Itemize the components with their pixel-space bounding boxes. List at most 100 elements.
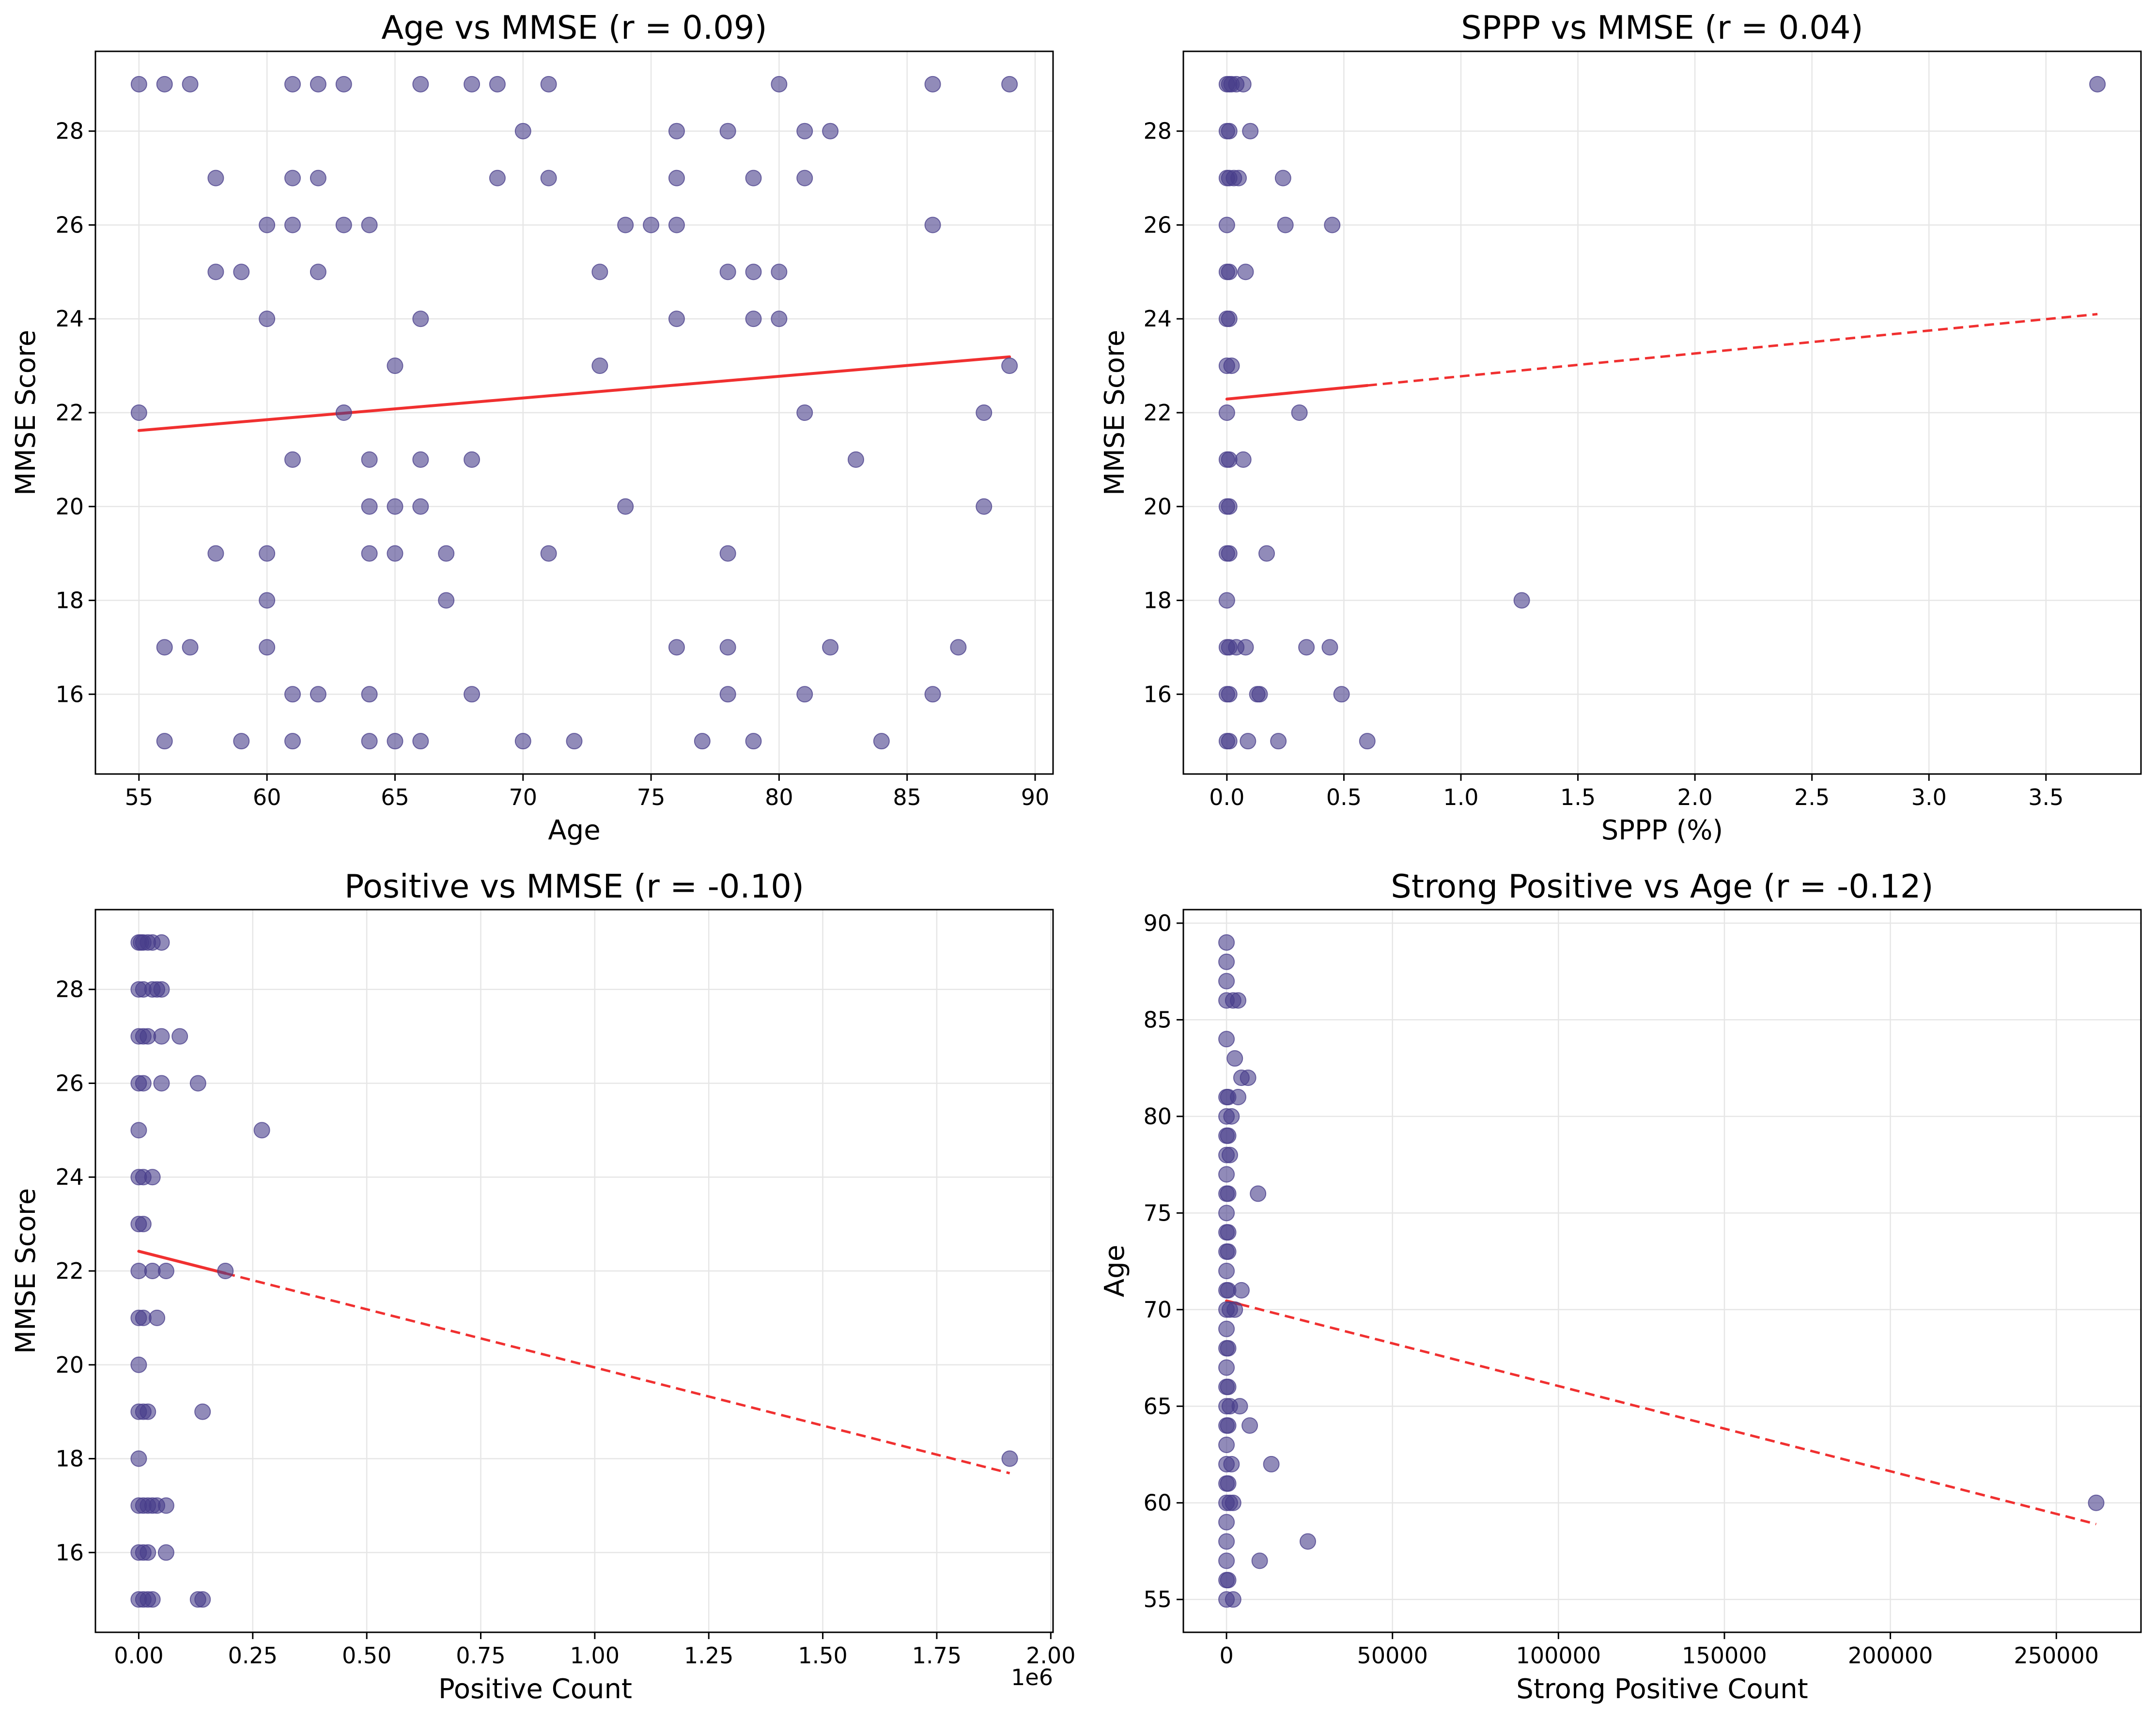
y-tick-label: 16 — [55, 1539, 84, 1565]
scatter-point — [745, 310, 762, 327]
scatter-point — [361, 686, 378, 703]
scatter-point — [1218, 953, 1235, 970]
scatter-point — [144, 1591, 161, 1608]
scatter-point — [1274, 170, 1291, 186]
x-tick-label: 2.0 — [1677, 784, 1713, 810]
scatter-point — [2089, 76, 2106, 93]
x-tick-label: 0.25 — [228, 1642, 278, 1669]
trend-line-solid — [137, 1250, 227, 1275]
scatter-point — [1223, 357, 1240, 374]
scatter-point — [310, 263, 326, 280]
scatter-point — [1001, 357, 1018, 374]
scatter-point — [1233, 1282, 1250, 1299]
y-tick-label: 22 — [1143, 400, 1172, 426]
scatter-point — [464, 451, 481, 468]
x-tick-label: 50000 — [1357, 1642, 1428, 1669]
scatter-point — [668, 170, 685, 186]
x-tick-label: 200000 — [1848, 1642, 1933, 1669]
scatter-point — [1218, 934, 1235, 951]
scatter-point — [1230, 170, 1247, 186]
x-tick-label: 3.0 — [1911, 784, 1947, 810]
scatter-point — [233, 733, 250, 750]
scatter-point — [719, 263, 736, 280]
x-tick-label: 0.00 — [114, 1642, 163, 1669]
scatter-point — [144, 1169, 161, 1186]
scatter-point — [1324, 217, 1341, 233]
scatter-point — [1218, 592, 1235, 609]
scatter-point — [1001, 1450, 1018, 1467]
scatter-point — [412, 733, 429, 750]
scatter-point — [873, 733, 890, 750]
scatter-point — [489, 170, 506, 186]
scatter-point — [1221, 498, 1238, 515]
chart-title: Strong Positive vs Age (r = -0.12) — [1391, 867, 1933, 905]
scatter-point — [310, 76, 326, 93]
scatter-point — [1291, 404, 1308, 421]
scatter-point — [259, 592, 276, 609]
scatter-point — [135, 1309, 152, 1326]
x-tick-label: 90 — [1021, 784, 1050, 810]
y-tick-label: 24 — [55, 1164, 84, 1190]
scatter-point — [617, 498, 634, 515]
scatter-point — [149, 1309, 166, 1326]
scatter-point — [194, 1591, 211, 1608]
scatter-point — [1270, 733, 1287, 750]
trend-line-dashed — [1239, 1303, 2097, 1526]
x-axis-label: SPPP (%) — [1601, 815, 1723, 846]
scatter-point — [182, 76, 199, 93]
scatter-point — [1277, 217, 1294, 233]
scatter-point — [1250, 1185, 1267, 1202]
y-tick-label: 80 — [1143, 1103, 1172, 1130]
scatter-point — [489, 76, 506, 93]
y-tick-label: 16 — [55, 681, 84, 707]
x-tick-label: 65 — [381, 784, 409, 810]
scatter-point — [796, 404, 813, 421]
panel-positive-vs-mmse: 0.00 0.25 0.50 0.75 1.00 1.25 1.50 1.75 2.00 16 1… — [10, 867, 1076, 1705]
y-tick-label: 65 — [1143, 1393, 1172, 1419]
scatter-point — [284, 686, 301, 703]
scatter-point — [2088, 1494, 2105, 1511]
scatter-point — [796, 686, 813, 703]
scatter-point — [1220, 1417, 1237, 1434]
scatter-point — [1220, 1475, 1237, 1492]
scatter-point — [233, 263, 250, 280]
scatter-point — [924, 76, 941, 93]
scatter-point — [156, 76, 173, 93]
y-tick-label: 28 — [55, 976, 84, 1003]
scatter-point — [387, 733, 403, 750]
scatter-point — [771, 76, 788, 93]
scatter-point — [130, 1356, 147, 1373]
scatter-point — [1218, 1514, 1235, 1531]
scatter-point — [1242, 123, 1259, 139]
x-tick-label: 75 — [637, 784, 666, 810]
y-tick-label: 75 — [1143, 1200, 1172, 1226]
scatter-point — [1001, 76, 1018, 93]
scatter-point — [924, 217, 941, 233]
scatter-point — [1223, 1456, 1240, 1472]
scatter-point — [135, 1216, 152, 1233]
scatter-point — [157, 1263, 174, 1279]
scatter-point — [1218, 1205, 1235, 1222]
scatter-point — [1321, 639, 1338, 656]
scatter-point — [1221, 263, 1238, 280]
scatter-point — [540, 170, 557, 186]
x-tick-label: 0 — [1219, 1642, 1233, 1669]
scatter-point — [217, 1263, 234, 1279]
scatter-point — [1218, 1031, 1235, 1048]
y-tick-label: 16 — [1143, 681, 1172, 707]
x-tick-label: 150000 — [1682, 1642, 1767, 1669]
x-axis-label: Age — [548, 815, 600, 846]
y-tick-label: 26 — [1143, 212, 1172, 238]
scatter-point — [157, 1497, 174, 1514]
y-axis-label: MMSE Score — [10, 330, 42, 496]
scatter-point — [1221, 733, 1238, 750]
scatter-point — [1225, 1494, 1241, 1511]
scatter-point — [153, 934, 170, 951]
scatter-point — [1220, 1127, 1237, 1144]
scatter-point — [1263, 1456, 1280, 1472]
scatter-point — [140, 1403, 156, 1420]
scatter-point — [1226, 1050, 1243, 1067]
y-tick-label: 20 — [55, 494, 84, 520]
scatter-point — [1220, 1088, 1237, 1105]
